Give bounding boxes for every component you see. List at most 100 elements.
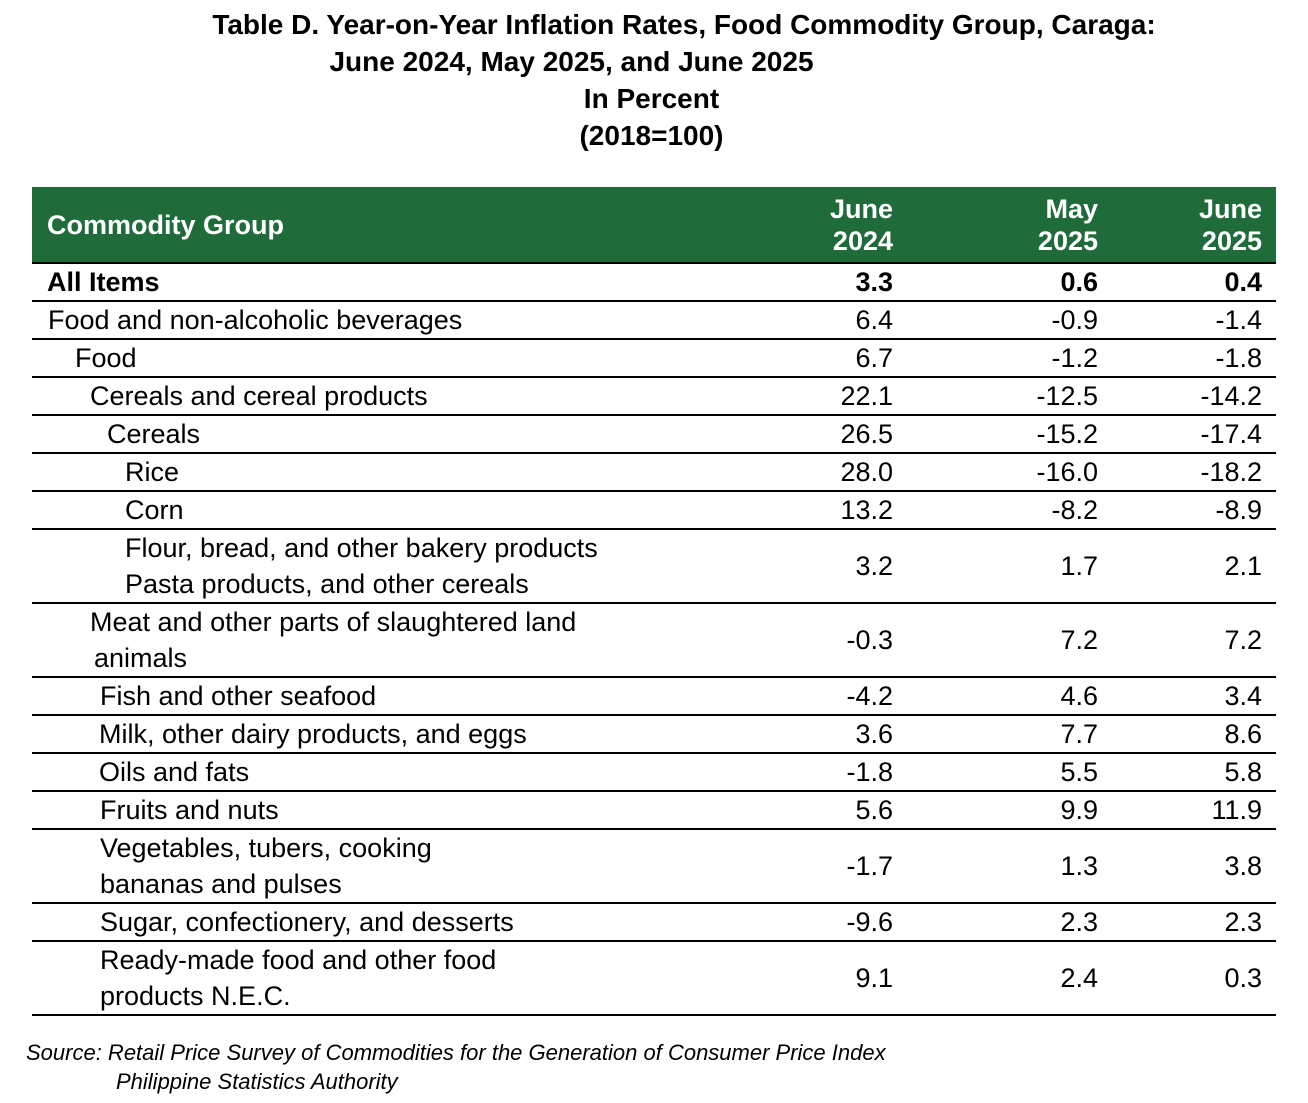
cell-june-2024: -4.2	[712, 677, 907, 716]
row-label: Ready-made food and other food products …	[32, 941, 712, 1016]
table-row: Rice 28.0 -16.0 -18.2	[32, 453, 1276, 492]
row-label: Oils and fats	[32, 753, 712, 792]
cell-may-2025: -15.2	[907, 415, 1112, 454]
row-label-line2: Pasta products, and other cereals	[125, 569, 529, 599]
header-june-2025-line2: 2025	[1201, 225, 1262, 256]
title-line-1: Table D. Year-on-Year Inflation Rates, F…	[212, 9, 1156, 40]
table-row: Milk, other dairy products, and eggs 3.6…	[32, 715, 1276, 754]
cell-june-2025: 7.2	[1112, 603, 1276, 678]
cell-june-2024: 5.6	[712, 791, 907, 830]
row-label: Fruits and nuts	[32, 791, 712, 830]
cell-may-2025: 4.6	[907, 677, 1112, 716]
cell-june-2024: -1.7	[712, 829, 907, 904]
table-title: Table D. Year-on-Year Inflation Rates, F…	[0, 6, 1308, 154]
row-label-line2: animals	[94, 643, 188, 673]
cell-june-2024: 28.0	[712, 453, 907, 492]
header-june-2024: June 2024	[712, 187, 907, 263]
source-line-1: Source: Retail Price Survey of Commoditi…	[26, 1040, 886, 1065]
row-label: Meat and other parts of slaughtered land…	[32, 603, 712, 678]
cell-june-2024: 13.2	[712, 491, 907, 530]
row-label-line1: Flour, bread, and other bakery products	[125, 533, 598, 563]
table-row: Food and non-alcoholic beverages 6.4 -0.…	[32, 301, 1276, 340]
table-row: Oils and fats -1.8 5.5 5.8	[32, 753, 1276, 792]
cell-may-2025: 7.2	[907, 603, 1112, 678]
row-label: Rice	[32, 453, 712, 492]
row-label-line2: products N.E.C.	[100, 981, 291, 1011]
cell-may-2025: -12.5	[907, 377, 1112, 416]
cell-may-2025: 2.3	[907, 903, 1112, 942]
table-row: Vegetables, tubers, cooking bananas and …	[32, 829, 1276, 904]
cell-june-2024: 6.7	[712, 339, 907, 378]
row-label-line2: bananas and pulses	[100, 869, 342, 899]
cell-may-2025: -8.2	[907, 491, 1112, 530]
cell-june-2024: 22.1	[712, 377, 907, 416]
table-row: Flour, bread, and other bakery products …	[32, 529, 1276, 604]
cell-may-2025: 1.3	[907, 829, 1112, 904]
inflation-table: Commodity Group June 2024 May 2025 June …	[32, 187, 1276, 1016]
row-label: Vegetables, tubers, cooking bananas and …	[32, 829, 712, 904]
cell-june-2024: -0.3	[712, 603, 907, 678]
cell-june-2025: -1.8	[1112, 339, 1276, 378]
table-row: Fish and other seafood -4.2 4.6 3.4	[32, 677, 1276, 716]
table-row: All Items 3.3 0.6 0.4	[32, 262, 1276, 302]
cell-june-2024: -1.8	[712, 753, 907, 792]
title-line-3: In Percent	[583, 83, 720, 114]
table-row: Cereals 26.5 -15.2 -17.4	[32, 415, 1276, 454]
cell-june-2024: -9.6	[712, 903, 907, 942]
cell-june-2025: -1.4	[1112, 301, 1276, 340]
cell-may-2025: 0.6	[907, 262, 1112, 302]
cell-june-2025: 11.9	[1112, 791, 1276, 830]
cell-june-2025: 0.3	[1112, 941, 1276, 1016]
row-label: Sugar, confectionery, and desserts	[32, 903, 712, 942]
cell-may-2025: -0.9	[907, 301, 1112, 340]
source-line-2: Philippine Statistics Authority	[116, 1069, 398, 1094]
cell-june-2025: 0.4	[1112, 262, 1276, 302]
row-label: All Items	[32, 262, 712, 302]
row-label: Corn	[32, 491, 712, 530]
row-label-line1: Meat and other parts of slaughtered land	[90, 607, 577, 637]
header-may-2025-line1: May	[1045, 193, 1098, 224]
table-row: Corn 13.2 -8.2 -8.9	[32, 491, 1276, 530]
cell-june-2025: 2.1	[1112, 529, 1276, 604]
row-label: Food and non-alcoholic beverages	[32, 301, 712, 340]
cell-june-2025: 8.6	[1112, 715, 1276, 754]
row-label: Fish and other seafood	[32, 677, 712, 716]
cell-may-2025: 9.9	[907, 791, 1112, 830]
cell-june-2025: 5.8	[1112, 753, 1276, 792]
row-label: Flour, bread, and other bakery products …	[32, 529, 712, 604]
row-label: Food	[32, 339, 712, 378]
row-label: Milk, other dairy products, and eggs	[32, 715, 712, 754]
table-row: Food 6.7 -1.2 -1.8	[32, 339, 1276, 378]
header-june-2025: June 2025	[1112, 187, 1276, 263]
cell-june-2025: 3.8	[1112, 829, 1276, 904]
cell-june-2025: -14.2	[1112, 377, 1276, 416]
row-label: Cereals and cereal products	[32, 377, 712, 416]
header-commodity-group: Commodity Group	[32, 187, 712, 263]
header-may-2025-line2: 2025	[1037, 225, 1098, 256]
header-june-2025-line1: June	[1198, 193, 1262, 224]
cell-june-2025: 2.3	[1112, 903, 1276, 942]
title-line-4: (2018=100)	[579, 120, 724, 151]
row-label-line1: Ready-made food and other food	[100, 945, 497, 975]
table-row: Cereals and cereal products 22.1 -12.5 -…	[32, 377, 1276, 416]
table-row: Ready-made food and other food products …	[32, 941, 1276, 1016]
row-label-line1: Vegetables, tubers, cooking	[100, 833, 432, 863]
cell-may-2025: -1.2	[907, 339, 1112, 378]
cell-june-2024: 3.2	[712, 529, 907, 604]
cell-may-2025: 7.7	[907, 715, 1112, 754]
table-header-row: Commodity Group June 2024 May 2025 June …	[32, 187, 1276, 263]
title-line-2: June 2024, May 2025, and June 2025	[329, 46, 814, 77]
cell-may-2025: 5.5	[907, 753, 1112, 792]
cell-may-2025: -16.0	[907, 453, 1112, 492]
cell-june-2025: -17.4	[1112, 415, 1276, 454]
source-note: Source: Retail Price Survey of Commoditi…	[26, 1038, 886, 1096]
cell-june-2024: 26.5	[712, 415, 907, 454]
cell-june-2024: 3.6	[712, 715, 907, 754]
cell-may-2025: 1.7	[907, 529, 1112, 604]
cell-june-2025: -18.2	[1112, 453, 1276, 492]
header-june-2024-line1: June	[829, 193, 893, 224]
cell-june-2025: -8.9	[1112, 491, 1276, 530]
row-label: Cereals	[32, 415, 712, 454]
table-row: Sugar, confectionery, and desserts -9.6 …	[32, 903, 1276, 942]
cell-june-2024: 6.4	[712, 301, 907, 340]
